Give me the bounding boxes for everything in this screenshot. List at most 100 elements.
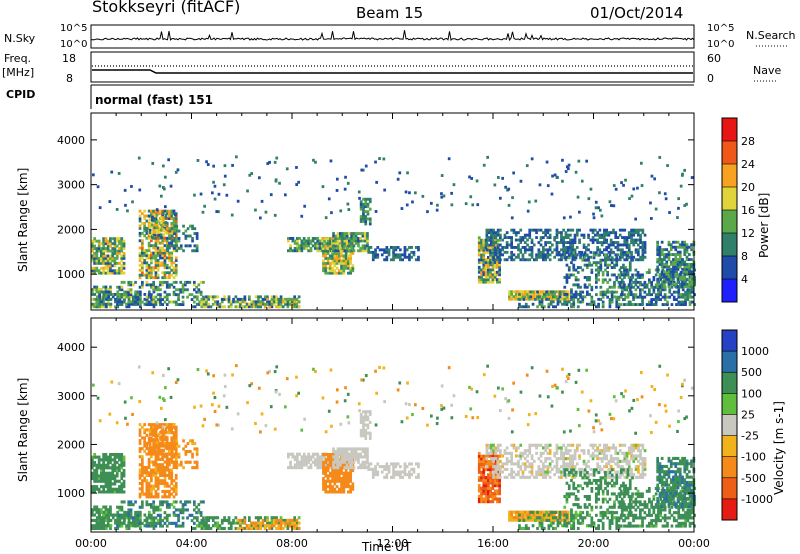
power-cell (537, 292, 541, 296)
power-cell (609, 248, 613, 252)
power-cell (482, 263, 486, 267)
power-cell (414, 258, 418, 262)
power-cell (608, 290, 612, 294)
power-cell (162, 223, 166, 227)
power-cell (499, 233, 502, 237)
power-cell (399, 255, 402, 259)
power-cell (573, 236, 577, 239)
velocity-cell (181, 505, 185, 509)
power-cell (679, 184, 683, 188)
power-cell (625, 268, 629, 272)
velocity-cell (268, 526, 272, 530)
power-cell (174, 303, 178, 306)
power-cell (487, 228, 491, 232)
power-cell (639, 233, 642, 237)
power-cell (214, 302, 217, 306)
velocity-cell (154, 505, 158, 509)
power-cell (170, 227, 174, 231)
power-cell (167, 158, 170, 162)
power-cell (668, 268, 672, 272)
velocity-cell (156, 505, 160, 509)
power-cell (141, 283, 144, 287)
power-cell (127, 280, 131, 284)
power-cell (447, 157, 451, 161)
power-cell (562, 248, 565, 252)
power-cell (105, 290, 108, 294)
power-cell (352, 234, 356, 238)
power-cell (266, 300, 269, 304)
power-cell (350, 234, 353, 238)
power-cell (493, 265, 497, 269)
power-cell (95, 256, 99, 260)
power-cell (530, 292, 534, 296)
velocity-cell (163, 460, 167, 464)
power-cell (239, 300, 242, 304)
power-cell (660, 280, 664, 284)
velocity-cell (100, 526, 103, 530)
power-cell (520, 305, 524, 309)
power-cell (623, 276, 626, 279)
power-cell (548, 241, 552, 244)
power-cell (627, 248, 631, 252)
power-cell (307, 241, 310, 245)
velocity-cell (118, 455, 121, 459)
velocity-cell (357, 447, 360, 451)
velocity-cell (165, 468, 169, 472)
power-cell (487, 258, 490, 262)
power-cell (138, 234, 142, 238)
velocity-cell (168, 503, 171, 507)
power-cell (125, 290, 128, 294)
power-cell (269, 193, 273, 197)
velocity-cell (359, 428, 363, 432)
power-cell (295, 305, 299, 309)
power-cell (147, 303, 151, 306)
velocity-cell (343, 452, 347, 456)
power-cell (113, 249, 117, 253)
power-cell (131, 200, 134, 204)
power-cell (141, 254, 144, 257)
velocity-cell (113, 469, 117, 473)
power-cell (314, 244, 317, 248)
velocity-cell (132, 524, 135, 528)
power-cell (575, 233, 579, 237)
power-cell (202, 295, 205, 299)
power-cell (122, 242, 126, 246)
power-cell (166, 244, 170, 248)
velocity-cell (93, 453, 96, 457)
velocity-cell (205, 518, 208, 522)
power-cell (575, 231, 579, 235)
power-cell (596, 231, 599, 235)
power-cell (118, 242, 121, 246)
power-cell (118, 247, 121, 250)
power-cell (281, 297, 285, 301)
power-cell (102, 302, 106, 306)
power-cell (683, 204, 687, 207)
power-cell (567, 163, 571, 167)
power-cell (364, 164, 368, 168)
power-cell (248, 302, 251, 306)
velocity-cell (338, 477, 341, 481)
power-cell (163, 249, 167, 252)
velocity-cell (279, 524, 283, 528)
power-cell (312, 158, 315, 162)
velocity-cell (175, 452, 179, 456)
power-cell (296, 244, 299, 248)
power-cell (538, 295, 542, 299)
velocity-cell (145, 447, 149, 451)
power-cell (562, 238, 565, 242)
velocity-cell (145, 492, 149, 496)
velocity-cell (102, 526, 105, 530)
power-cell (556, 297, 560, 301)
power-cell (667, 282, 671, 286)
power-cell (534, 297, 537, 301)
velocity-cell (93, 508, 96, 512)
power-cell (286, 302, 290, 306)
power-cell (641, 248, 645, 252)
power-cell (546, 228, 550, 232)
power-cell (359, 217, 363, 221)
power-cell (152, 300, 155, 304)
power-cell (691, 288, 694, 292)
power-cell (296, 241, 299, 245)
power-cell (616, 253, 620, 257)
power-cell (241, 305, 244, 309)
